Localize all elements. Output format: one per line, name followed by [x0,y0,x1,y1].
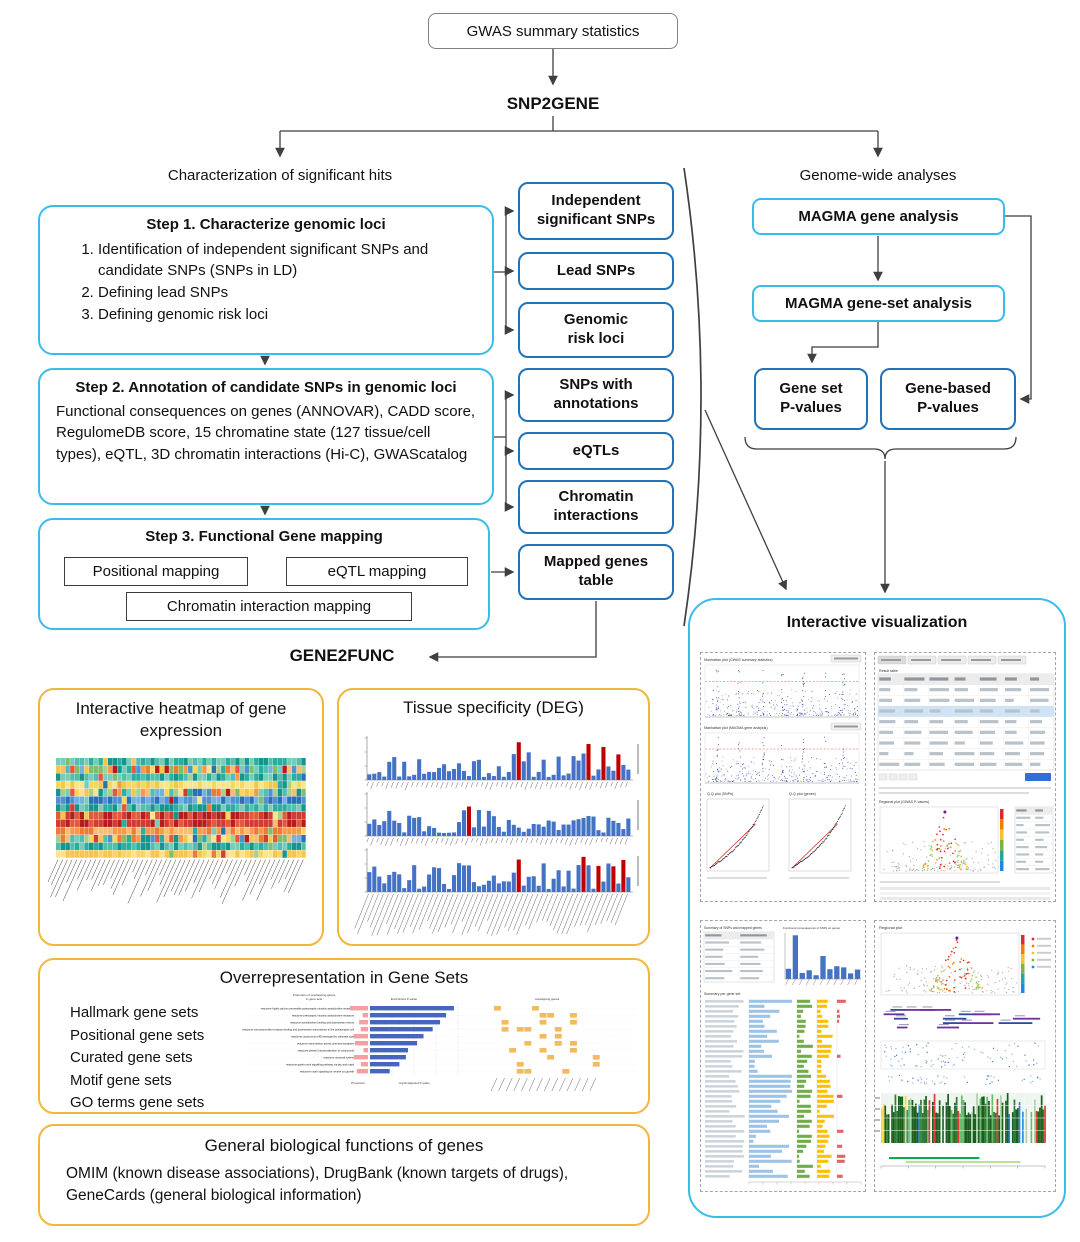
svg-text:Q-Q plot (genes): Q-Q plot (genes) [789,792,816,796]
step2-body: Functional consequences on genes (ANNOVA… [56,403,476,463]
svg-text:reactome presynaptic nicotinic: reactome presynaptic nicotinic acetylcho… [292,1013,355,1017]
step1-box: Step 1. Characterize genomic loci Identi… [38,205,494,355]
step1-title: Step 1. Characterize genomic loci [146,216,386,233]
svg-text:Result table: Result table [879,669,898,673]
gwas-summary-statistics-label: GWAS summary statistics [466,22,640,40]
step1-item-1: Identification of independent significan… [98,239,480,281]
svg-text:Manhattan plot (GWAS summary s: Manhattan plot (GWAS summary statistics) [704,658,773,662]
fan-step1 [494,211,507,330]
viz-panel-regional-annotation: Regional plot [874,920,1056,1192]
geneset-summary-thumbnail: Summary of SNPs and mapped genes Function… [703,926,862,1185]
step3-title: Step 3. Functional Gene mapping [145,528,383,545]
overrepresentation-box: Overrepresentation in Gene Sets Hallmark… [38,958,650,1114]
svg-text:reactome acetylcholine binding: reactome acetylcholine binding and downs… [290,1020,355,1024]
viz-panel-result-tables: Result table Regional plot (GWAS P-values… [874,652,1056,902]
svg-text:Regional plot (GWAS P-values): Regional plot (GWAS P-values) [879,800,929,804]
arrow-outputs-to-visualization [704,409,788,591]
heatmap-box-title: Interactive heatmap of gene expression [75,699,287,741]
svg-text:Manhattan plot (MAGMA gene ana: Manhattan plot (MAGMA gene analysis) [704,726,768,730]
svg-text:Functional consequences of SNP: Functional consequences of SNPs on genes [783,926,840,930]
viz-panel-manhattan-qq: Manhattan plot (GWAS summary statistics)… [700,652,866,902]
result-table-regional-plot-thumbnail: Result table Regional plot (GWAS P-values… [877,655,1055,900]
output-mapped-genes-table: Mapped genes table [518,544,674,600]
svg-text:overlapping genes: overlapping genes [535,997,560,1001]
svg-text:Proportion: Proportion [351,1081,365,1085]
step1-item-3: Defining genomic risk loci [98,304,480,325]
gene-based-pvalues-box: Gene-based P-values [880,368,1016,430]
arrow-geneset-to-pvalues [807,322,879,364]
tissue-specificity-box: Tissue specificity (DEG) [337,688,650,946]
gene-based-pvalues-label: Gene-based P-values [905,380,991,416]
biological-functions-body: OMIM (known disease associations), DrugB… [66,1165,569,1205]
pvalues-brace [744,436,1017,460]
svg-text:reactome neuronal system: reactome neuronal system [323,1055,354,1059]
eqtl-mapping-box: eQTL mapping [286,557,468,586]
gene-set-pvalues-box: Gene set P-values [754,368,868,430]
svg-text:reactome highly calcium permea: reactome highly calcium permeable postsy… [261,1006,355,1010]
snp2gene-title: SNP2GENE [468,92,638,116]
viz-panel-geneset-summary: Summary of SNPs and mapped genes Function… [700,920,866,1192]
gene2func-title: GENE2FUNC [262,644,422,668]
svg-text:Summary of SNPs and mapped gen: Summary of SNPs and mapped genes [704,926,762,930]
svg-text:reactome ncam signaling for ne: reactome ncam signaling for neurite out … [300,1069,355,1073]
svg-text:Regional plot: Regional plot [879,925,903,930]
biological-functions-box: General biological functions of genes OM… [38,1124,650,1226]
svg-text:reactome phase1 functionalizat: reactome phase1 functionalization of com… [298,1048,355,1052]
fan-step2 [494,395,507,507]
magma-gene-analysis-box: MAGMA gene analysis [752,198,1005,235]
manhattan-qq-plots-thumbnail: Manhattan plot (GWAS summary statistics)… [704,654,862,879]
output-chromatin-interactions: Chromatin interactions [518,480,674,534]
svg-text:reactome neurotransmitter rece: reactome neurotransmitter receptor bindi… [242,1027,354,1031]
biological-functions-title: General biological functions of genes [204,1136,484,1155]
svg-text:Proportion of overlapping gene: Proportion of overlapping genes [293,993,336,997]
interactive-visualization-title: Interactive visualization [786,614,968,631]
svg-text:in gene sets: in gene sets [306,997,323,1001]
outputs-brace [683,167,702,627]
step1-list: Identification of independent significan… [98,239,480,325]
heatmap-gene-expression-box: Interactive heatmap of gene expression [38,688,324,946]
output-lead-snps: Lead SNPs [518,252,674,290]
svg-text:reactome transmission across c: reactome transmission across chemical sy… [297,1041,355,1045]
left-branch-label: Characterization of significant hits [120,164,440,186]
step3-box: Step 3. Functional Gene mapping Position… [38,518,490,630]
output-eqtls: eQTLs [518,432,674,470]
tissue-specificity-barcharts-thumbnail [354,736,639,936]
gene-set-type-item: Positional gene sets [70,1026,205,1044]
gene-set-type-list: Hallmark gene sets Positional gene sets … [70,1002,204,1115]
step1-item-2: Defining lead SNPs [98,282,480,303]
gene-set-type-item: Motif gene sets [70,1071,172,1089]
svg-text:Q-Q plot (SNPs): Q-Q plot (SNPs) [707,792,733,796]
regional-annotation-thumbnail: Regional plot [875,925,1051,1169]
overrepresentation-title: Overrepresentation in Gene Sets [219,968,469,987]
gwas-summary-statistics-box: GWAS summary statistics [428,13,678,49]
magma-geneset-analysis-box: MAGMA gene-set analysis [752,285,1005,322]
output-snps-with-annotations: SNPs with annotations [518,368,674,422]
svg-text:Enrichment P-value: Enrichment P-value [391,997,418,1001]
right-branch-label: Genome-wide analyses [748,164,1008,186]
gene-expression-heatmap-thumbnail [48,758,306,905]
svg-text:reactome cytochrome p450 arran: reactome cytochrome p450 arranged by sub… [291,1034,355,1038]
step2-title: Step 2. Annotation of candidate SNPs in … [75,379,457,396]
tissue-box-title: Tissue specificity (DEG) [403,698,584,717]
gene-set-pvalues-label: Gene set P-values [779,380,843,416]
svg-text:Summary per gene set: Summary per gene set [704,992,740,996]
chromatin-interaction-mapping-box: Chromatin interaction mapping [126,592,412,621]
gene-set-type-item: Curated gene sets [70,1049,193,1066]
gene-set-type-item: GO terms gene sets [70,1094,205,1111]
positional-mapping-box: Positional mapping [64,557,248,586]
step2-box: Step 2. Annotation of candidate SNPs in … [38,368,494,505]
svg-text:reactome gastrin creb signalli: reactome gastrin creb signalling pathway… [286,1062,355,1066]
output-independent-significant-snps: Independent significant SNPs [518,182,674,240]
output-genomic-risk-loci: Genomic risk loci [518,302,674,358]
svg-text:-log10 adjusted P-value: -log10 adjusted P-value [398,1081,430,1085]
branch-line [280,116,878,132]
gene-set-type-item: Hallmark gene sets [70,1004,199,1021]
